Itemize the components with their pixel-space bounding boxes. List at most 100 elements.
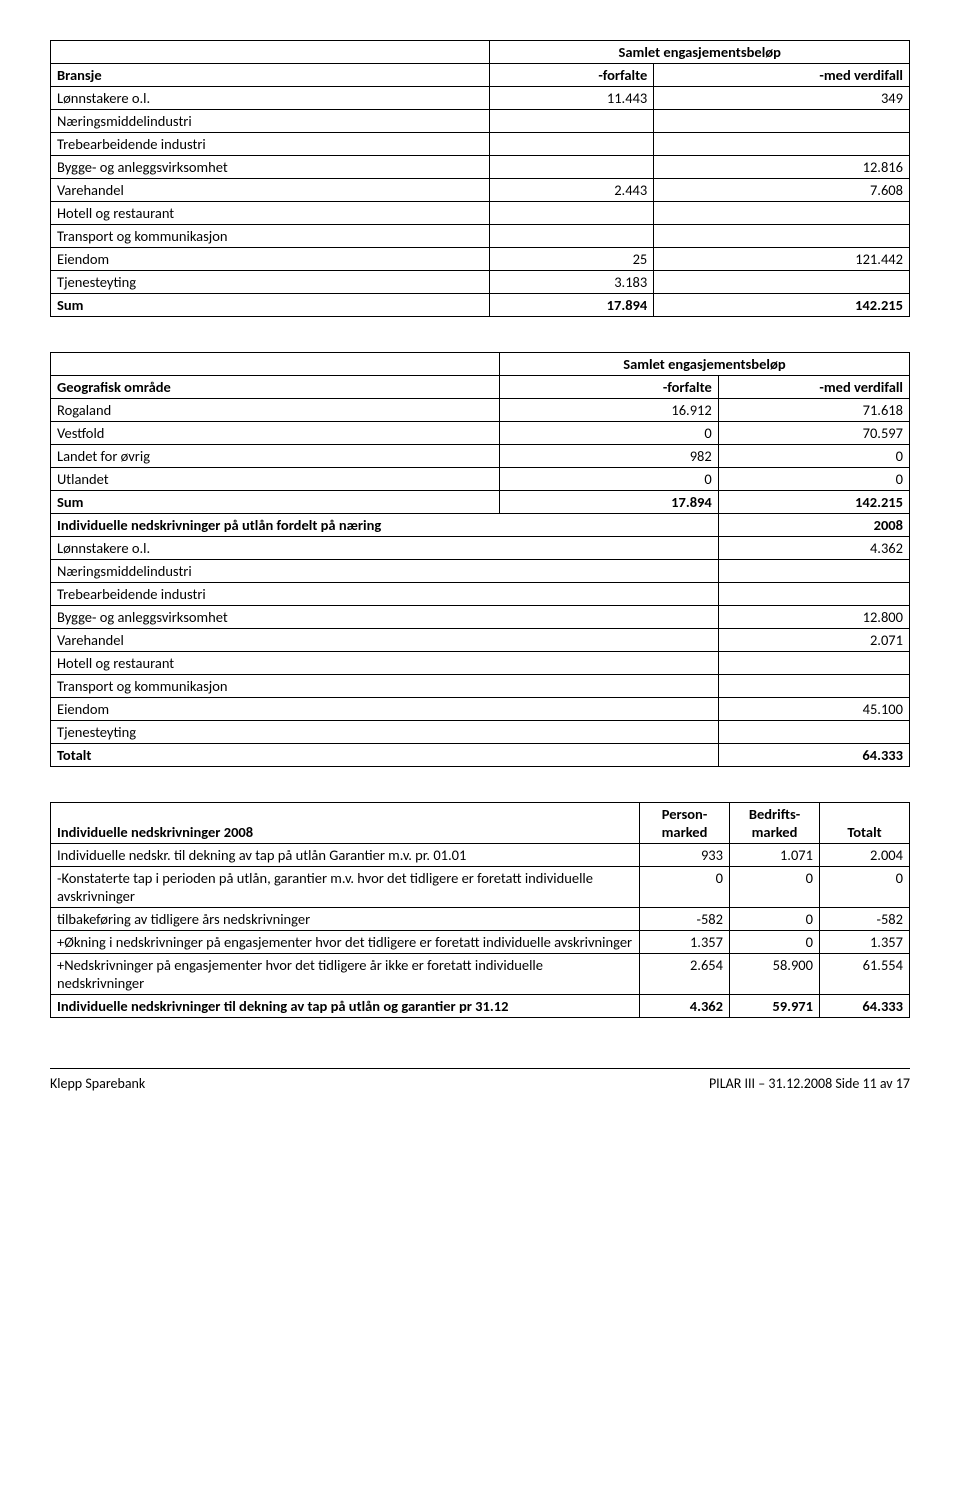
row-c1: 0: [499, 468, 718, 491]
row-c2: [718, 583, 909, 606]
sum-c1: 17.894: [490, 294, 654, 317]
sum-c2: 59.971: [730, 995, 820, 1018]
row-c3: -582: [820, 908, 910, 931]
table-row: Utlandet00: [51, 468, 910, 491]
row-label: Varehandel: [51, 179, 490, 202]
sum-c1: 4.362: [640, 995, 730, 1018]
row-c2: [654, 202, 910, 225]
row-c1: [490, 225, 654, 248]
row-c2: 4.362: [718, 537, 909, 560]
table-row: Rogaland16.91271.618: [51, 399, 910, 422]
header2-label: Individuelle nedskrivninger på utlån for…: [51, 514, 719, 537]
row-label: Næringsmiddelindustri: [51, 560, 719, 583]
row-c2: [718, 721, 909, 744]
row-label: tilbakeføring av tidligere års nedskrivn…: [51, 908, 640, 931]
row-c3: 1.357: [820, 931, 910, 954]
table-row: Lønnstakere o.l.11.443349: [51, 87, 910, 110]
row-label: Hotell og restaurant: [51, 652, 719, 675]
table-row: tilbakeføring av tidligere års nedskrivn…: [51, 908, 910, 931]
row-label: Individuelle nedskr. til dekning av tap …: [51, 844, 640, 867]
table-row: -Konstaterte tap i perioden på utlån, ga…: [51, 867, 910, 908]
row-c2: 0: [718, 468, 909, 491]
table-row: Trebearbeidende industri: [51, 583, 910, 606]
row-c1: 1.357: [640, 931, 730, 954]
row-label: -Konstaterte tap i perioden på utlån, ga…: [51, 867, 640, 908]
row-c2: [718, 675, 909, 698]
header-c2: -med verdifall: [654, 64, 910, 87]
super-header: Samlet engasjementsbeløp: [499, 353, 909, 376]
row-c2: 0: [718, 445, 909, 468]
row-c2: 2.071: [718, 629, 909, 652]
row-c1: 2.443: [490, 179, 654, 202]
table-row: +Nedskrivninger på engasjementer hvor de…: [51, 954, 910, 995]
table-row: Transport og kommunikasjon: [51, 675, 910, 698]
table-row: Tjenesteyting3.183: [51, 271, 910, 294]
row-label: Transport og kommunikasjon: [51, 675, 719, 698]
table-row: Trebearbeidende industri: [51, 133, 910, 156]
super-header: Samlet engasjementsbeløp: [490, 41, 910, 64]
row-c1: 0: [640, 867, 730, 908]
row-c1: 25: [490, 248, 654, 271]
sum-c2: 142.215: [718, 491, 909, 514]
row-c2: [654, 110, 910, 133]
page-footer: Klepp Sparebank PILAR III – 31.12.2008 S…: [50, 1068, 910, 1092]
row-label: Eiendom: [51, 698, 719, 721]
sum-label: Sum: [51, 491, 500, 514]
table-row: Eiendom45.100: [51, 698, 910, 721]
row-c1: 2.654: [640, 954, 730, 995]
row-c2: 70.597: [718, 422, 909, 445]
header-label: Individuelle nedskrivninger 2008: [51, 803, 640, 844]
row-label: Trebearbeidende industri: [51, 583, 719, 606]
row-c1: 933: [640, 844, 730, 867]
header-c1: -forfalte: [490, 64, 654, 87]
table-row: Varehandel2.4437.608: [51, 179, 910, 202]
row-label: Rogaland: [51, 399, 500, 422]
header-c2: Bedrifts-marked: [730, 803, 820, 844]
totalt-c2: 64.333: [718, 744, 909, 767]
table-row: Transport og kommunikasjon: [51, 225, 910, 248]
row-c1: 0: [499, 422, 718, 445]
row-c2: [718, 560, 909, 583]
table-row: Individuelle nedskr. til dekning av tap …: [51, 844, 910, 867]
row-label: Bygge- og anleggsvirksomhet: [51, 156, 490, 179]
header-c1: -forfalte: [499, 376, 718, 399]
row-label: +Økning i nedskrivninger på engasjemente…: [51, 931, 640, 954]
row-c1: [490, 110, 654, 133]
table-bransje: Samlet engasjementsbeløp Bransje -forfal…: [50, 40, 910, 317]
table-row: Varehandel2.071: [51, 629, 910, 652]
row-c1: [490, 156, 654, 179]
table-row: Hotell og restaurant: [51, 202, 910, 225]
header-c1: Person-marked: [640, 803, 730, 844]
row-label: Varehandel: [51, 629, 719, 652]
header-c3: Totalt: [820, 803, 910, 844]
row-c2: 1.071: [730, 844, 820, 867]
row-c2: 45.100: [718, 698, 909, 721]
sum-label: Sum: [51, 294, 490, 317]
row-c2: [654, 133, 910, 156]
row-c1: -582: [640, 908, 730, 931]
table-row: Bygge- og anleggsvirksomhet12.800: [51, 606, 910, 629]
row-label: Transport og kommunikasjon: [51, 225, 490, 248]
totalt-label: Totalt: [51, 744, 719, 767]
row-label: Lønnstakere o.l.: [51, 87, 490, 110]
table-row: Hotell og restaurant: [51, 652, 910, 675]
empty-cell: [51, 353, 500, 376]
table-row: Lønnstakere o.l.4.362: [51, 537, 910, 560]
row-c2: [654, 271, 910, 294]
row-label: Bygge- og anleggsvirksomhet: [51, 606, 719, 629]
row-c2: [718, 652, 909, 675]
row-label: Hotell og restaurant: [51, 202, 490, 225]
row-label: Tjenesteyting: [51, 271, 490, 294]
table-nedskrivninger: Individuelle nedskrivninger 2008 Person-…: [50, 802, 910, 1018]
table-row: Næringsmiddelindustri: [51, 560, 910, 583]
row-c2: 0: [730, 931, 820, 954]
header-c2: -med verdifall: [718, 376, 909, 399]
row-c2: 71.618: [718, 399, 909, 422]
row-c2: 12.800: [718, 606, 909, 629]
row-c2: 7.608: [654, 179, 910, 202]
row-label: Vestfold: [51, 422, 500, 445]
table-row: +Økning i nedskrivninger på engasjemente…: [51, 931, 910, 954]
footer-left: Klepp Sparebank: [50, 1075, 145, 1092]
sum-label: Individuelle nedskrivninger til dekning …: [51, 995, 640, 1018]
empty-cell: [51, 41, 490, 64]
